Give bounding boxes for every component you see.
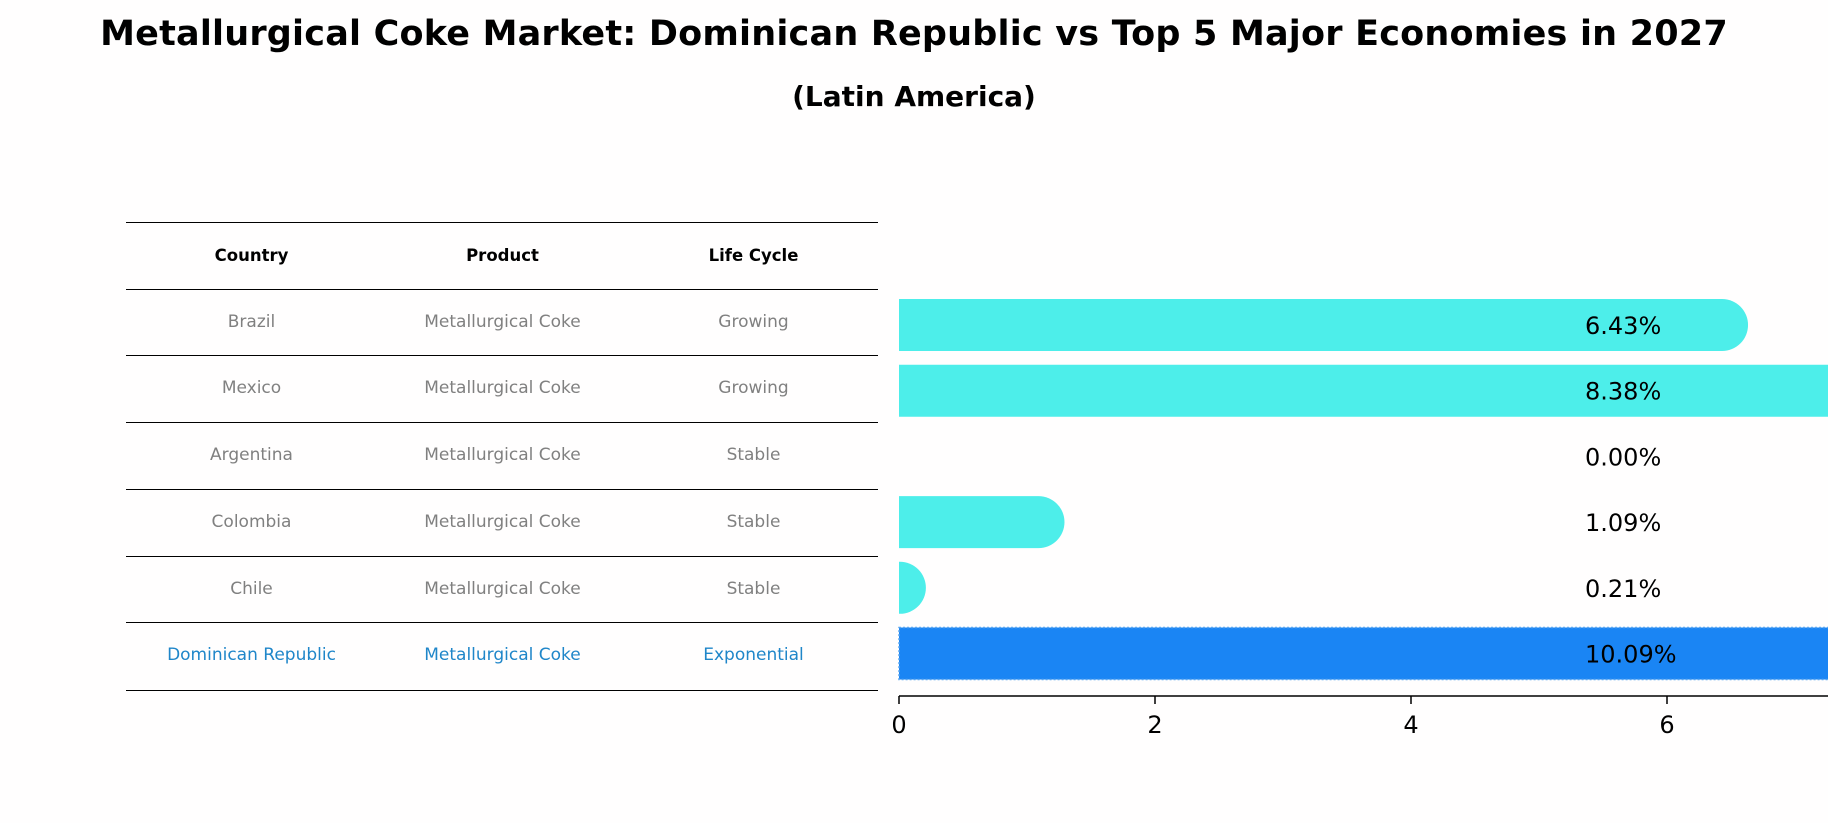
product-cell: Metallurgical Coke — [424, 645, 581, 665]
life-cycle-cell: Growing — [718, 378, 789, 398]
country-cell: Colombia — [211, 512, 292, 532]
product-cell: Metallurgical Coke — [424, 445, 581, 465]
header-life-cycle: Life Cycle — [708, 245, 799, 265]
product-cell: Metallurgical Coke — [424, 312, 581, 332]
header-product: Product — [466, 245, 539, 265]
product-cell: Metallurgical Coke — [424, 579, 581, 599]
value-label: 10.09% — [1585, 641, 1677, 669]
table-rule — [126, 222, 878, 223]
value-label: 8.38% — [1585, 378, 1661, 406]
life-cycle-cell: Stable — [726, 512, 781, 532]
table-row: Chile Metallurgical Coke Stable — [126, 556, 878, 622]
table-rule — [126, 622, 878, 623]
table-rule — [126, 422, 878, 423]
table-row: Colombia Metallurgical Coke Stable — [126, 489, 878, 555]
bar — [899, 364, 1828, 417]
product-cell: Metallurgical Coke — [424, 378, 581, 398]
chart-subtitle: (Latin America) — [792, 80, 1036, 113]
chart-title: Metallurgical Coke Market: Dominican Rep… — [100, 14, 1728, 54]
header-country: Country — [214, 245, 289, 265]
country-cell: Dominican Republic — [167, 645, 336, 665]
value-label: 0.21% — [1585, 575, 1661, 603]
table-header-row: Country Product Life Cycle — [126, 222, 878, 288]
country-cell: Brazil — [227, 312, 276, 332]
table-row: Argentina Metallurgical Coke Stable — [126, 422, 878, 488]
value-label: 1.09% — [1585, 509, 1661, 537]
bar — [899, 496, 1065, 549]
value-label: 6.43% — [1585, 312, 1661, 340]
x-tick-label: 4 — [1403, 711, 1418, 739]
table-rule — [126, 355, 878, 356]
table-rule — [126, 289, 878, 290]
table-row: Brazil Metallurgical Coke Growing — [126, 289, 878, 355]
life-cycle-cell: Stable — [726, 579, 781, 599]
table-rule — [126, 489, 878, 490]
product-cell: Metallurgical Coke — [424, 512, 581, 532]
country-cell: Argentina — [210, 445, 293, 465]
bar — [899, 561, 926, 614]
country-cell: Chile — [230, 579, 273, 599]
bar — [899, 299, 1749, 351]
value-label: 0.00% — [1585, 443, 1661, 471]
bar-highlight — [898, 626, 1828, 681]
life-cycle-cell: Growing — [718, 312, 789, 332]
life-cycle-cell: Stable — [726, 445, 781, 465]
x-tick-label: 6 — [1659, 711, 1674, 739]
x-tick-label: 2 — [1147, 711, 1162, 739]
country-cell: Mexico — [221, 378, 282, 398]
x-tick-label: 0 — [891, 711, 906, 739]
table-row-highlight: Dominican Republic Metallurgical Coke Ex… — [126, 622, 878, 688]
life-cycle-cell: Exponential — [703, 645, 804, 665]
table-rule — [126, 556, 878, 557]
table-rule — [126, 690, 878, 691]
table-row: Mexico Metallurgical Coke Growing — [126, 355, 878, 421]
